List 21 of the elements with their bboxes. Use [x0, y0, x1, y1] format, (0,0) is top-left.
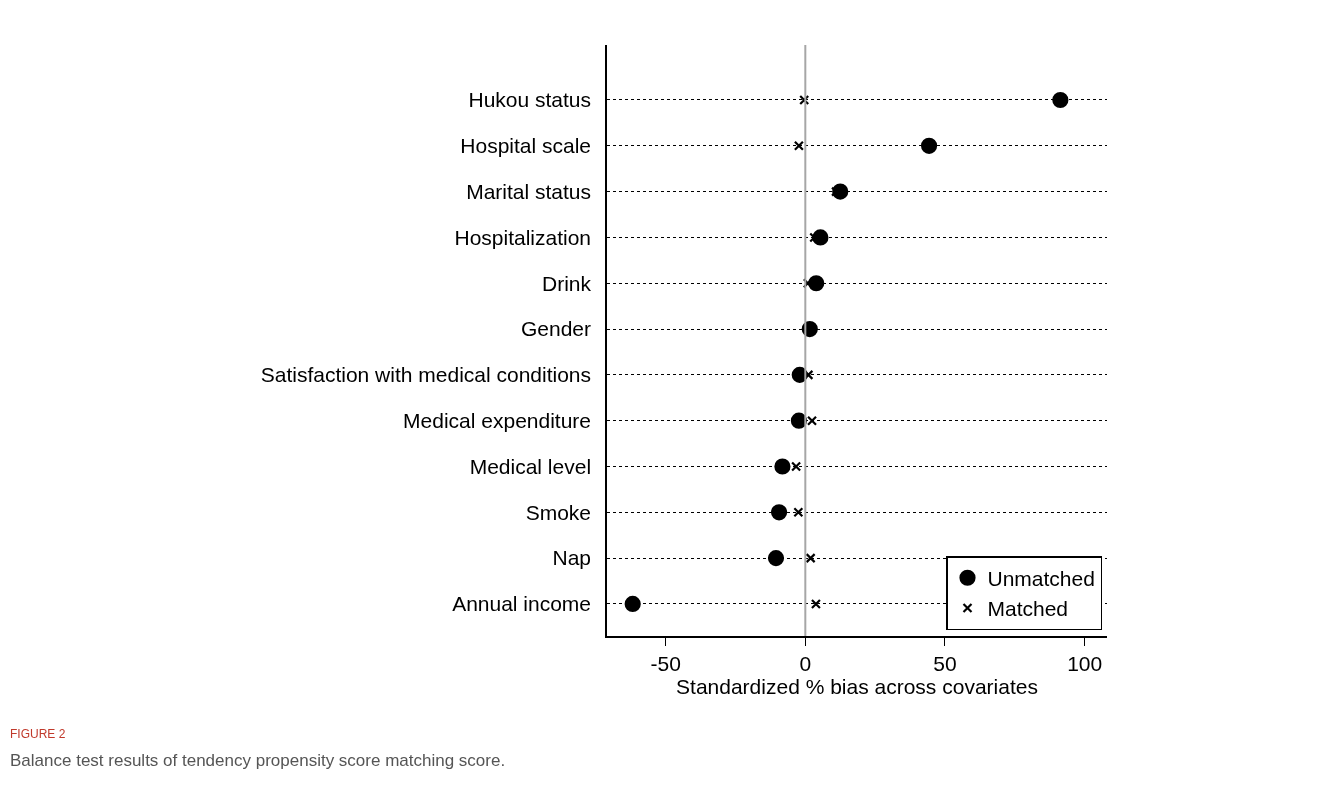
x-tick-label: -50: [650, 651, 681, 675]
x-tick-label: 0: [799, 651, 812, 675]
x-axis-title: Standardized % bias across covariates: [676, 674, 1038, 698]
y-tick-label: Smoke: [525, 500, 592, 524]
y-tick-label: Nap: [552, 546, 592, 570]
y-tick-label: Hospital scale: [460, 134, 592, 158]
y-tick-label: Hukou status: [468, 88, 592, 112]
y-tick-label: Marital status: [466, 179, 592, 203]
legend-label: Unmatched: [987, 566, 1095, 590]
y-tick-label: Annual income: [452, 592, 592, 616]
x-tick-label: 100: [1067, 651, 1103, 675]
y-tick-label: Gender: [521, 317, 592, 341]
y-tick-label: Medical expenditure: [403, 409, 592, 433]
x-tick-label: 50: [933, 651, 957, 675]
text: Balance test results of tendency propensity score matching score.: [10, 751, 506, 770]
y-tick-label: Satisfaction with medical conditions: [260, 363, 592, 387]
caption: FIGURE 2: [10, 727, 66, 741]
legend-label: Matched: [987, 597, 1069, 621]
y-tick-label: Medical level: [469, 454, 592, 478]
y-tick-label: Drink: [542, 271, 592, 295]
y-tick-label: Hospitalization: [454, 225, 592, 249]
